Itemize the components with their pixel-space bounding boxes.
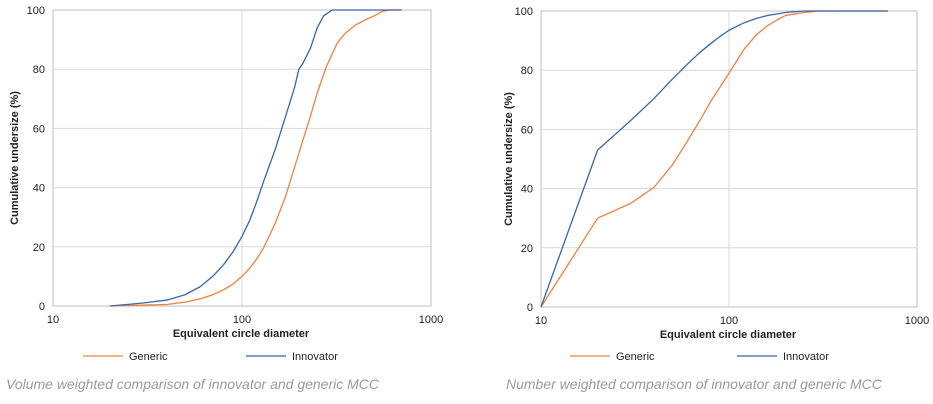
volume-ytick-40: 40 <box>33 183 45 195</box>
number-series-innovator-line <box>540 10 888 308</box>
volume-x-axis-title: Equivalent circle diameter <box>173 328 310 340</box>
volume-ytick-100: 100 <box>27 5 45 17</box>
number-ytick-60: 60 <box>521 124 533 136</box>
number-chart-caption: Number weighted comparison of innovator … <box>506 376 882 392</box>
number-xtick-10: 10 <box>535 315 547 327</box>
number-legend-generic-label: Generic <box>616 351 655 363</box>
number-legend-innovator-label: Innovator <box>783 351 829 363</box>
volume-xtick-100: 100 <box>233 314 251 326</box>
number-y-axis-title: Cumulative undersize (%) <box>503 92 515 226</box>
number-weighted-chart: 0 20 40 60 80 100 10 100 1000 Equivalent circle d… <box>503 6 929 363</box>
number-ytick-0: 0 <box>527 302 533 314</box>
volume-ytick-60: 60 <box>33 123 45 135</box>
number-series-generic-line <box>540 10 888 308</box>
volume-weighted-chart: 0 20 40 60 80 100 10 100 1000 Equivalent circle d… <box>9 5 443 363</box>
number-x-axis-title: Equivalent circle diameter <box>660 329 797 341</box>
volume-legend-innovator-label: Innovator <box>292 351 338 363</box>
volume-ytick-0: 0 <box>39 301 45 313</box>
number-xtick-100: 100 <box>720 315 738 327</box>
volume-legend-generic-label: Generic <box>129 351 168 363</box>
number-ytick-20: 20 <box>521 243 533 255</box>
volume-ytick-80: 80 <box>33 64 45 76</box>
number-ytick-80: 80 <box>521 65 533 77</box>
volume-xtick-10: 10 <box>47 314 59 326</box>
volume-y-axis-title: Cumulative undersize (%) <box>9 91 21 225</box>
volume-series-innovator-line <box>109 9 402 307</box>
number-xtick-1000: 1000 <box>905 315 929 327</box>
volume-xtick-1000: 1000 <box>419 314 443 326</box>
number-ytick-40: 40 <box>521 184 533 196</box>
number-ytick-100: 100 <box>515 6 533 18</box>
volume-series-generic-line <box>109 9 402 307</box>
volume-chart-caption: Volume weighted comparison of innovator … <box>6 376 380 392</box>
volume-ytick-20: 20 <box>33 242 45 254</box>
